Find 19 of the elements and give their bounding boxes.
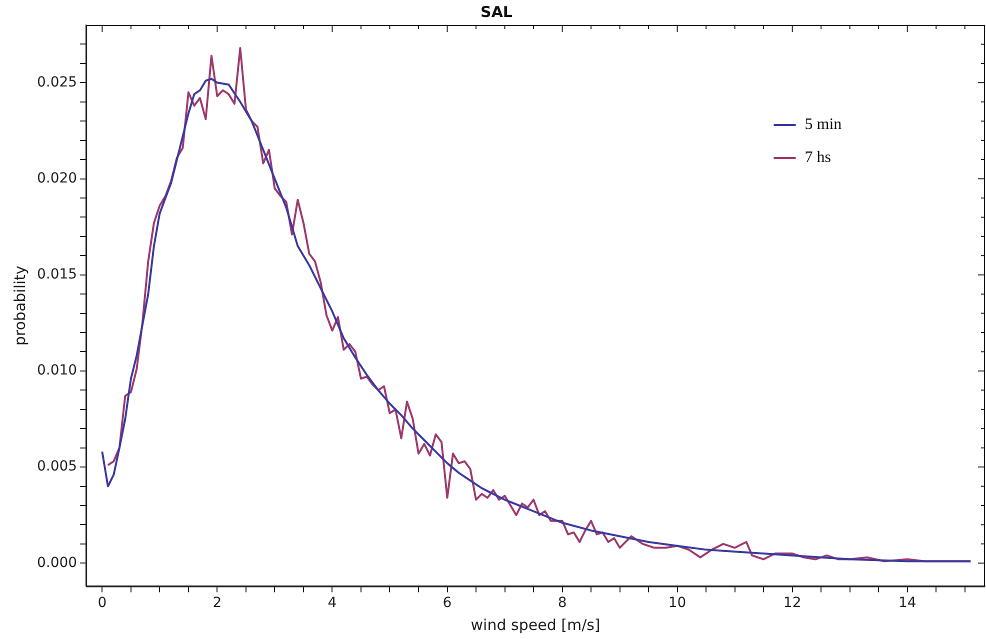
- x-tick-label: 6: [442, 595, 452, 612]
- y-tick-label: 0.020: [36, 170, 78, 186]
- legend-label: 5 min: [804, 116, 842, 134]
- x-tick-label: 4: [328, 595, 337, 612]
- y-tick-label: 0.010: [36, 362, 78, 379]
- x-axis-title: wind speed [m/s]: [470, 616, 600, 634]
- x-tick-label: 12: [783, 595, 802, 612]
- x-tick-label: 14: [898, 595, 916, 612]
- y-tick-label: 0.025: [36, 74, 78, 90]
- y-tick-label: 0.000: [36, 554, 78, 571]
- x-tick-label: 2: [212, 595, 222, 612]
- x-tick-label: 0: [98, 595, 107, 612]
- y-tick-label: 0.005: [36, 458, 78, 475]
- y-axis-title: probability: [10, 265, 29, 346]
- chart-title: SAL: [480, 2, 513, 21]
- x-tick-label: 10: [668, 595, 686, 612]
- legend-label: 7 hs: [804, 149, 831, 166]
- x-tick-label: 8: [558, 595, 567, 612]
- y-tick-label: 0.015: [36, 266, 78, 282]
